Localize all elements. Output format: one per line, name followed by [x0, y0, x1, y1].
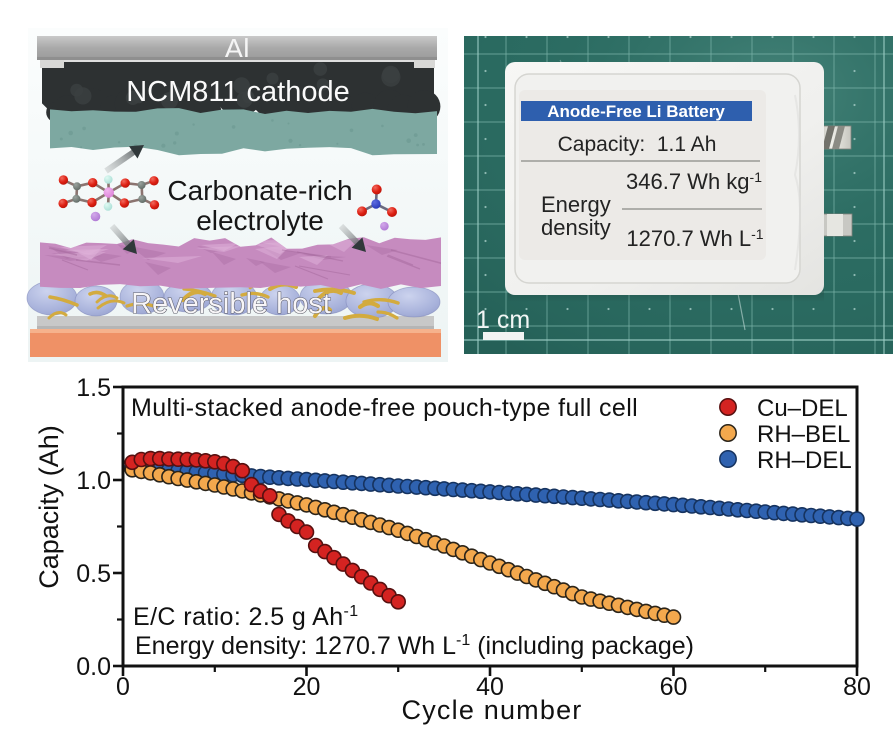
svg-text:NCM811 cathode: NCM811 cathode [126, 76, 350, 108]
svg-text:RH–BEL: RH–BEL [757, 421, 850, 448]
svg-text:60: 60 [660, 673, 688, 701]
svg-text:1.5: 1.5 [76, 374, 111, 402]
svg-text:20: 20 [293, 673, 321, 701]
svg-text:Capacity: 1.1 Ah: Capacity: 1.1 Ah [558, 133, 717, 156]
svg-text:1.0: 1.0 [76, 467, 111, 495]
svg-text:E/C ratio: 2.5 g Ah-1: E/C ratio: 2.5 g Ah-1 [133, 603, 359, 631]
svg-text:Capacity (Ah): Capacity (Ah) [34, 425, 64, 589]
svg-text:80: 80 [843, 673, 871, 701]
svg-text:Anode-Free Li Battery: Anode-Free Li Battery [547, 102, 725, 121]
svg-text:Carbonate-rich: Carbonate-rich [167, 175, 352, 206]
svg-text:density: density [541, 215, 611, 240]
svg-text:RH–DEL: RH–DEL [757, 447, 852, 474]
svg-text:1 cm: 1 cm [476, 306, 530, 334]
svg-text:0.0: 0.0 [76, 653, 111, 681]
svg-text:0.5: 0.5 [76, 560, 111, 588]
svg-text:Energy density: 1270.7 Wh L-1: Energy density: 1270.7 Wh L-1 (including… [135, 632, 694, 660]
svg-text:346.7 Wh kg-1: 346.7 Wh kg-1 [626, 169, 762, 194]
svg-text:electrolyte: electrolyte [196, 205, 324, 236]
svg-text:Energy: Energy [541, 192, 611, 217]
svg-text:Reversible host: Reversible host [131, 288, 331, 320]
svg-text:Cycle number: Cycle number [402, 695, 583, 725]
svg-text:1270.7 Wh L-1: 1270.7 Wh L-1 [626, 226, 763, 251]
svg-text:Cu–DEL: Cu–DEL [757, 395, 848, 422]
svg-text:0: 0 [116, 673, 130, 701]
svg-text:Multi-stacked anode-free pouch: Multi-stacked anode-free pouch-type full… [131, 394, 638, 422]
svg-text:40: 40 [476, 673, 504, 701]
